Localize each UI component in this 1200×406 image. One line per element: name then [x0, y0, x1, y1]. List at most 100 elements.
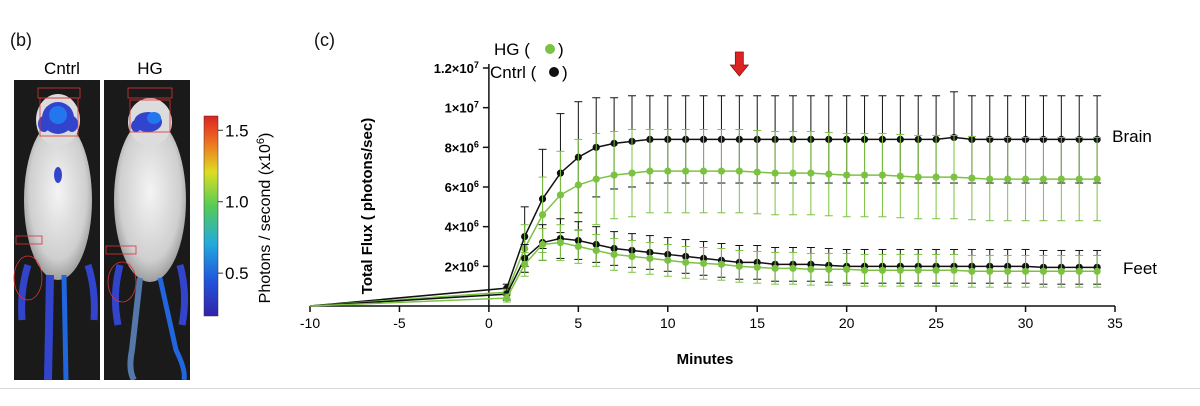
data-point: [753, 263, 761, 271]
data-point: [664, 256, 672, 264]
data-point: [1093, 267, 1101, 275]
data-point: [1039, 267, 1048, 275]
data-point: [914, 266, 922, 274]
data-point: [771, 264, 779, 272]
data-point: [538, 211, 547, 219]
mouse-label-hg: HG: [137, 59, 163, 78]
x-tick-label: 5: [574, 315, 582, 331]
data-point: [503, 294, 511, 302]
data-point: [610, 250, 618, 259]
plot-area: -10 -5 0 5 10 15 20 25 30 35 2×106 4×106 6×106 8×106 1…: [300, 51, 1123, 331]
data-point: [592, 175, 600, 183]
data-point: [628, 169, 636, 177]
colorbar-tick-label: 0.5: [225, 264, 249, 283]
data-point: [825, 265, 833, 273]
data-point: [699, 259, 708, 267]
colorbar-tick-label: 1.0: [225, 193, 249, 212]
data-point: [682, 258, 690, 266]
series-feet-hg: [309, 224, 1102, 307]
data-point: [968, 174, 976, 182]
data-point: [896, 266, 904, 274]
y-tick-label: 1.2×107: [434, 60, 479, 76]
data-point: [932, 266, 940, 274]
data-point: [1021, 175, 1030, 183]
y-tick-label: 4×106: [445, 219, 479, 235]
panel-c-label: (c): [314, 30, 335, 50]
data-point: [1021, 267, 1030, 275]
x-tick-label: 10: [660, 315, 676, 331]
panel-b-label: (b): [10, 30, 32, 50]
data-point: [860, 266, 869, 274]
data-point: [771, 169, 779, 177]
mouse-imaging-panel: Cntrl HG 1.5 1.0 0.5: [13, 59, 274, 380]
data-point: [717, 260, 726, 268]
bottom-rule: [0, 388, 1200, 389]
data-point: [1075, 267, 1083, 275]
data-point: [968, 267, 976, 275]
data-point: [1057, 175, 1065, 183]
data-point: [878, 171, 887, 179]
x-tick-label: 30: [1018, 315, 1034, 331]
colorbar-ticks: 1.5 1.0 0.5: [218, 121, 249, 283]
y-tick-label: 6×106: [445, 179, 479, 195]
mouse-image-hg: [104, 80, 190, 380]
data-point: [807, 265, 815, 273]
x-tick-label: 15: [749, 315, 765, 331]
legend-cntrl-marker: [549, 67, 559, 77]
data-point: [574, 181, 582, 189]
x-axis-title: Minutes: [677, 351, 734, 366]
data-point: [628, 252, 636, 261]
time-marker-arrow: [729, 51, 750, 77]
flux-chart: HG ( ) Cntrl ( ) Total Flux ( photons/se…: [300, 40, 1157, 366]
annotation-brain: Brain: [1112, 127, 1152, 146]
colorbar-tick-label: 1.5: [225, 121, 249, 140]
data-point: [646, 167, 654, 175]
data-point: [825, 170, 833, 178]
data-point: [592, 246, 600, 255]
legend-cntrl-label: Cntrl (: [490, 63, 537, 82]
data-point: [1075, 175, 1083, 183]
data-point: [932, 173, 940, 181]
legend-cntrl-close: ): [562, 63, 568, 82]
data-point: [1093, 175, 1101, 183]
x-tick-label: -10: [300, 315, 320, 331]
data-point: [843, 171, 851, 179]
x-tick-label: 0: [485, 315, 493, 331]
legend: HG ( ) Cntrl ( ): [490, 40, 568, 82]
x-tick-label: 20: [839, 315, 855, 331]
series-brain-cntrl: [309, 91, 1102, 307]
data-point: [753, 168, 761, 176]
data-point: [950, 266, 958, 274]
data-point: [1004, 267, 1012, 275]
mouse-image-cntrl: [13, 80, 100, 380]
y-axis-title: Total Flux ( photons/sec): [359, 118, 376, 294]
data-point: [878, 266, 887, 274]
data-point: [521, 260, 529, 268]
data-point: [986, 175, 994, 183]
series-brain-hg: [309, 128, 1102, 307]
data-point: [896, 172, 904, 180]
data-point: [664, 167, 672, 175]
annotation-feet: Feet: [1123, 259, 1157, 278]
colorbar: [203, 115, 219, 317]
y-tick-label: 2×106: [445, 258, 479, 274]
data-point: [699, 167, 708, 175]
legend-hg-close: ): [558, 40, 564, 59]
data-point: [610, 171, 618, 179]
x-tick-label: 35: [1107, 315, 1123, 331]
data-point: [789, 169, 797, 177]
data-point: [735, 167, 743, 175]
data-point: [556, 191, 565, 199]
data-point: [682, 167, 690, 175]
data-point: [735, 262, 743, 270]
data-point: [914, 173, 922, 181]
y-tick-label: 8×106: [445, 139, 479, 155]
data-point: [574, 242, 582, 251]
legend-hg-marker: [545, 44, 555, 54]
data-point: [556, 238, 565, 247]
data-point: [1004, 175, 1012, 183]
data-point: [1039, 175, 1048, 183]
data-point: [717, 167, 726, 175]
data-point: [860, 171, 869, 179]
data-point: [1057, 267, 1065, 275]
